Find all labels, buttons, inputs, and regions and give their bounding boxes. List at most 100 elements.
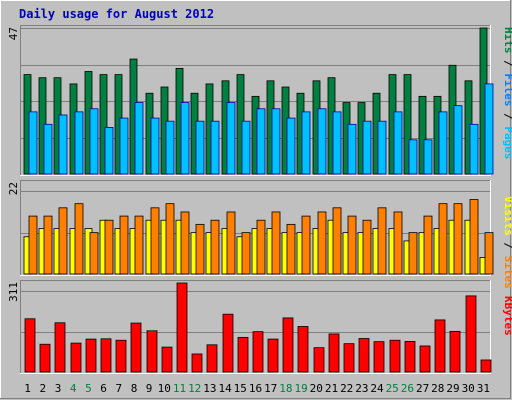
bar-kbytes-day-26 [404, 340, 416, 373]
bar-kbytes-day-17 [267, 338, 279, 373]
x-axis-labels: 1 2 3 4 5 6 7 8 9 10 11 12 13 14 15 16 17 18 19 20 21 22 23 24 2… [24, 382, 490, 395]
bar-visits-day-20 [317, 211, 327, 275]
bar-hits-day-6 [99, 74, 108, 175]
bar-pages-day-22 [347, 123, 357, 175]
bar-kbytes-day-24 [373, 341, 385, 373]
bar-pages-day-5 [89, 108, 99, 175]
bar-kbytes-day-22 [343, 343, 355, 373]
bar-kbytes-day-25 [389, 339, 401, 373]
x-tick-day-26: 26 [401, 382, 414, 395]
panel-kbytes: 311 KBytes [7, 280, 512, 374]
bar-kbytes-day-3 [54, 322, 66, 373]
bar-visits-day-15 [241, 232, 251, 275]
bar-pages-day-8 [134, 102, 144, 175]
bar-kbytes-day-28 [434, 319, 446, 373]
bar-pages-day-1 [28, 111, 38, 175]
bar-pages-day-2 [43, 123, 53, 175]
bar-kbytes-day-19 [297, 326, 309, 373]
bar-kbytes-day-12 [191, 353, 203, 373]
x-tick-day-7: 7 [115, 382, 122, 395]
bar-hits-day-27 [418, 95, 427, 175]
bar-kbytes-day-30 [465, 295, 477, 373]
bar-visits-day-6 [104, 219, 114, 275]
bar-visits-day-19 [301, 215, 311, 275]
bar-pages-day-20 [317, 108, 327, 175]
bar-pages-day-30 [469, 123, 479, 175]
y-max-label: 311 [7, 282, 20, 302]
bar-kbytes-day-20 [313, 347, 325, 373]
bar-pages-day-13 [210, 120, 220, 175]
x-tick-day-25: 25 [386, 382, 399, 395]
bar-visits-day-3 [58, 207, 68, 275]
bar-pages-day-21 [332, 111, 342, 175]
bar-kbytes-day-2 [39, 343, 51, 373]
bar-kbytes-day-13 [206, 344, 218, 373]
x-tick-day-1: 1 [24, 382, 31, 395]
bar-pages-day-23 [362, 120, 372, 175]
bar-visits-day-7 [119, 215, 129, 275]
bar-pages-day-29 [453, 105, 463, 175]
bar-kbytes-day-9 [146, 330, 158, 373]
legend-separator: / [502, 107, 512, 127]
bar-visits-day-8 [134, 215, 144, 275]
bar-pages-day-16 [256, 108, 266, 175]
bar-kbytes-day-4 [70, 342, 82, 373]
bar-pages-day-31 [484, 83, 494, 175]
bar-pages-day-19 [301, 111, 311, 175]
legend-hits: Hits [502, 27, 512, 54]
side-legend-kbytes: KBytes [502, 296, 512, 336]
bar-pages-day-3 [58, 114, 68, 175]
y-max-label: 47 [7, 27, 20, 40]
bar-visits-day-28 [438, 203, 448, 275]
x-tick-day-16: 16 [249, 382, 262, 395]
bar-visits-day-2 [43, 215, 53, 275]
bar-pages-day-18 [286, 117, 296, 175]
x-tick-day-28: 28 [431, 382, 444, 395]
bar-visits-day-12 [195, 223, 205, 275]
bar-visits-day-29 [453, 203, 463, 275]
bar-visits-day-4 [74, 203, 84, 275]
bar-kbytes-day-29 [449, 330, 461, 373]
bar-kbytes-day-21 [328, 333, 340, 373]
bar-pages-day-28 [438, 111, 448, 175]
bar-kbytes-day-8 [130, 322, 142, 373]
bar-visits-day-27 [423, 215, 433, 275]
bar-pages-day-12 [195, 120, 205, 175]
x-tick-day-19: 19 [294, 382, 307, 395]
bar-visits-day-24 [377, 207, 387, 275]
bar-pages-day-9 [150, 117, 160, 175]
x-tick-day-3: 3 [55, 382, 62, 395]
bar-kbytes-day-18 [282, 317, 294, 373]
bar-pages-day-27 [423, 139, 433, 175]
bar-kbytes-day-6 [100, 338, 112, 373]
legend-kbytes: KBytes [502, 296, 512, 336]
bar-kbytes-day-10 [161, 346, 173, 373]
panel-hits-files-pages: 47 Hits / Files / Pages [7, 25, 512, 176]
x-tick-day-9: 9 [146, 382, 153, 395]
legend-visits: Visits [502, 196, 512, 236]
x-tick-day-2: 2 [39, 382, 46, 395]
bar-kbytes-day-1 [24, 318, 36, 373]
x-tick-day-11: 11 [173, 382, 186, 395]
bar-visits-day-14 [226, 211, 236, 275]
x-tick-day-30: 30 [462, 382, 475, 395]
bar-kbytes-day-15 [237, 336, 249, 373]
bar-pages-day-15 [241, 120, 251, 175]
bar-visits-day-1 [28, 215, 38, 275]
x-tick-day-8: 8 [131, 382, 138, 395]
x-tick-day-17: 17 [264, 382, 277, 395]
side-legend-hits-files-pages: Hits / Files / Pages [502, 27, 512, 160]
bar-visits-day-30 [469, 199, 479, 275]
x-tick-day-5: 5 [85, 382, 92, 395]
bar-visits-day-22 [347, 215, 357, 275]
bar-pages-day-11 [180, 102, 190, 175]
x-tick-day-24: 24 [370, 382, 384, 395]
bar-visits-day-25 [393, 211, 403, 275]
legend-sites: Sites [502, 256, 512, 289]
x-tick-day-20: 20 [310, 382, 323, 395]
bar-visits-day-11 [180, 211, 190, 275]
bar-pages-day-4 [74, 111, 84, 175]
bar-pages-day-26 [408, 139, 418, 175]
